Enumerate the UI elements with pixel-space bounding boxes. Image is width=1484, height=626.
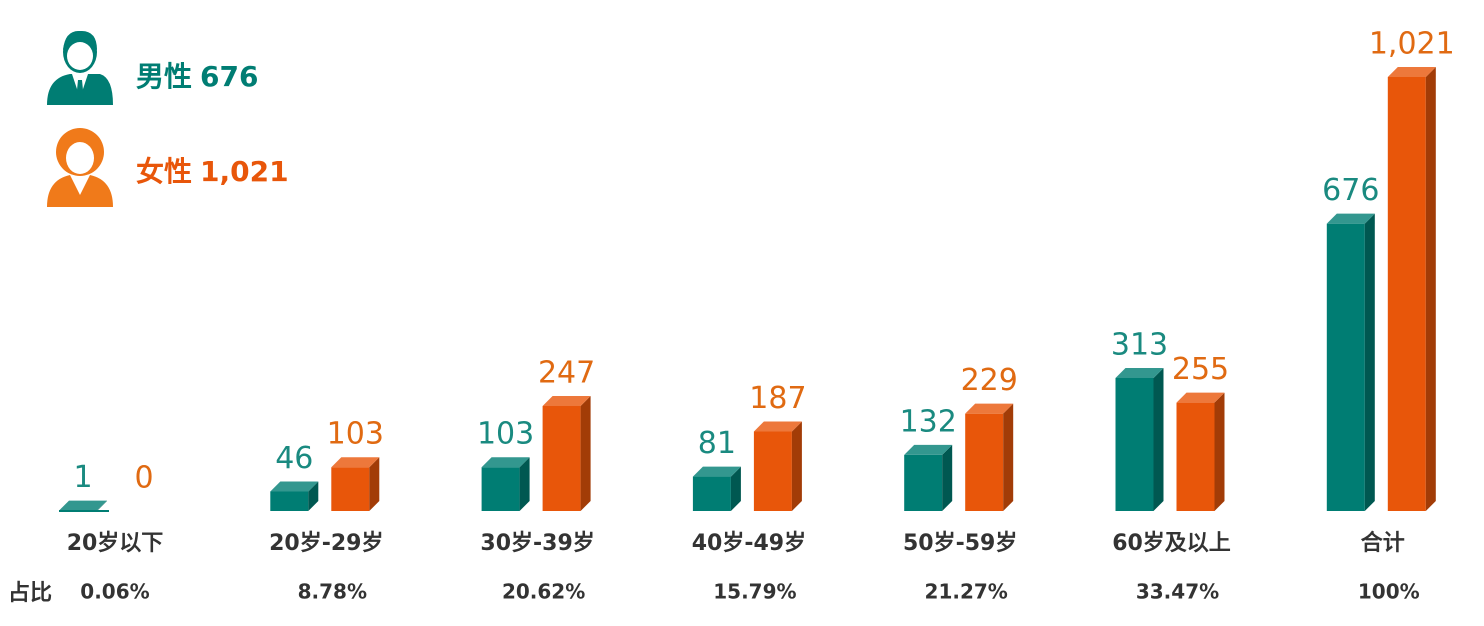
legend-label: 男性 676 (136, 60, 258, 93)
bar (1115, 367, 1164, 511)
value-label: 229 (961, 363, 1018, 398)
bar-top (331, 457, 380, 468)
bar-side (791, 421, 802, 511)
legend: 男性 676 女性 1,021 (136, 60, 289, 188)
value-label: 103 (477, 417, 534, 452)
bar (965, 403, 1014, 511)
bar-front (331, 467, 370, 511)
bar-side (519, 457, 530, 511)
bar-top (270, 481, 319, 492)
category-label: 40岁-49岁 (692, 530, 806, 556)
bar-side (580, 396, 591, 511)
bar (692, 466, 741, 511)
bar-top (692, 466, 741, 477)
bar-top (542, 396, 591, 407)
legend-label: 女性 1,021 (136, 155, 289, 188)
legend-name: 男性 (136, 60, 192, 93)
bar (753, 421, 802, 511)
bar-side (1425, 67, 1436, 511)
value-label: 46 (275, 441, 313, 476)
bar (904, 444, 953, 511)
bar-front (1387, 77, 1426, 511)
bar (1387, 67, 1436, 511)
bar (1326, 213, 1375, 512)
bar-top (1387, 67, 1436, 77)
bar-top (1176, 392, 1225, 403)
value-label: 1,021 (1369, 27, 1455, 62)
value-label: 187 (749, 381, 806, 416)
category-label: 20岁-29岁 (269, 530, 383, 556)
bar (542, 396, 591, 511)
bar-side (1153, 367, 1164, 511)
category-label: 合计 (1361, 530, 1405, 556)
bar (59, 500, 109, 512)
bar (1176, 392, 1225, 511)
share-value: 33.47% (1136, 580, 1219, 604)
bar-front (692, 476, 731, 511)
value-label: 676 (1322, 173, 1379, 208)
value-label: 1 (73, 460, 92, 495)
share-value: 21.27% (925, 580, 1008, 604)
legend-name: 女性 (136, 155, 192, 188)
bar-side (97, 500, 107, 511)
legend-total: 1,021 (200, 155, 289, 188)
value-label: 103 (327, 417, 384, 452)
share-value: 100% (1358, 580, 1420, 604)
female-icon (47, 128, 113, 207)
bar-side (308, 481, 319, 511)
share-value: 20.62% (502, 580, 585, 604)
bar-front (481, 467, 520, 511)
bar-front (904, 454, 943, 511)
category-label: 50岁-59岁 (903, 530, 1017, 556)
value-label: 255 (1172, 352, 1229, 387)
bar-front (965, 413, 1004, 511)
bar-side (730, 466, 741, 511)
bar-front (270, 491, 309, 511)
category-label: 30岁-39岁 (480, 530, 594, 556)
male-icon (47, 30, 113, 105)
bar (481, 457, 530, 511)
bar-front (542, 406, 581, 511)
bar-top (904, 444, 953, 455)
bar-top (1326, 213, 1375, 224)
bar-side (1214, 392, 1225, 511)
category-label: 20岁以下 (67, 530, 164, 556)
share-value: 8.78% (298, 580, 367, 604)
share-row-label: 占比 (8, 581, 52, 606)
bar-top (965, 403, 1014, 414)
value-label: 313 (1111, 327, 1168, 362)
bar-top (59, 500, 107, 511)
bar-side (369, 457, 380, 511)
legend-total: 676 (200, 60, 258, 93)
value-label: 81 (698, 426, 736, 461)
bar (331, 457, 380, 511)
share-value: 15.79% (713, 580, 796, 604)
bar-top (753, 421, 802, 432)
share-value: 0.06% (80, 580, 149, 604)
value-label: 0 (134, 461, 153, 496)
bar-top (481, 457, 530, 468)
bar-front (1115, 377, 1154, 511)
bar-side (1003, 403, 1014, 511)
bar-front (753, 431, 792, 511)
value-label: 132 (900, 404, 957, 439)
bar-top (1115, 367, 1164, 378)
bar-front (1326, 223, 1365, 512)
bar-side (942, 444, 953, 511)
value-label: 247 (538, 356, 595, 391)
bar-side (1364, 213, 1375, 512)
bar-front (1176, 402, 1215, 511)
category-label: 60岁及以上 (1112, 530, 1231, 556)
bar (270, 481, 319, 511)
